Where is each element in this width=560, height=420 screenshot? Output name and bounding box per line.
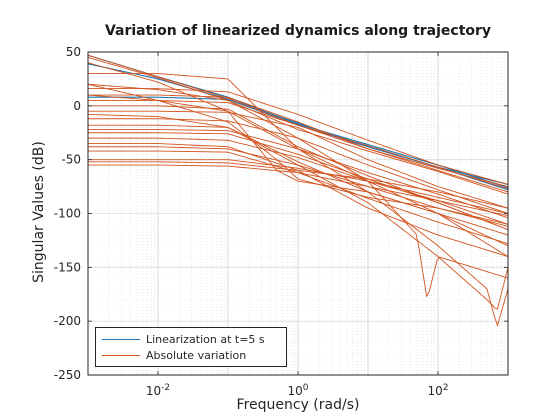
series-1-curve-3: [88, 94, 509, 193]
series-1-curve-10: [88, 159, 509, 214]
y-tick-label: -200: [54, 314, 81, 328]
legend: Linearization at t=5 s Absolute variatio…: [95, 327, 287, 367]
y-tick-label: -250: [54, 368, 81, 382]
series-1-curve-14: [88, 150, 509, 245]
x-tick-label: 10-2: [146, 383, 170, 398]
legend-item-linearization: Linearization at t=5 s: [102, 331, 265, 347]
series-1-curve-23: [88, 143, 509, 257]
legend-label-linearization: Linearization at t=5 s: [146, 332, 265, 346]
y-tick-label: -50: [61, 153, 81, 167]
grid: [88, 51, 508, 376]
chart-title: Variation of linearized dynamics along t…: [104, 23, 492, 39]
y-axis-label: Singular Values (dB): [31, 141, 47, 283]
axis-ticks: -250 -200 -150 -100 -50 0 50 10-2 100 102: [54, 45, 508, 398]
legend-label-variation: Absolute variation: [146, 348, 247, 362]
series-1-curve-21: [87, 94, 509, 327]
x-tick-label: 102: [427, 383, 448, 398]
series-1-curve-22: [87, 114, 509, 310]
y-tick-label: 50: [66, 45, 81, 59]
series-1-curve-1: [87, 56, 509, 195]
series-1-curve-20: [87, 83, 509, 298]
y-tick-label: -100: [54, 207, 81, 221]
legend-item-variation: Absolute variation: [102, 347, 246, 363]
series-1-curve-18: [87, 62, 509, 257]
y-tick-label: -150: [54, 260, 81, 274]
series-lines: [87, 54, 509, 327]
y-tick-label: 0: [73, 99, 81, 113]
x-axis-label: Frequency (rad/s): [236, 397, 360, 413]
series-1-curve-5: [88, 110, 509, 209]
series-1-curve-16: [88, 105, 509, 231]
legend-swatch-variation: [102, 354, 140, 356]
series-1-curve-2: [88, 88, 509, 185]
x-tick-label: 100: [287, 383, 308, 398]
legend-swatch-linearization: [102, 338, 140, 340]
